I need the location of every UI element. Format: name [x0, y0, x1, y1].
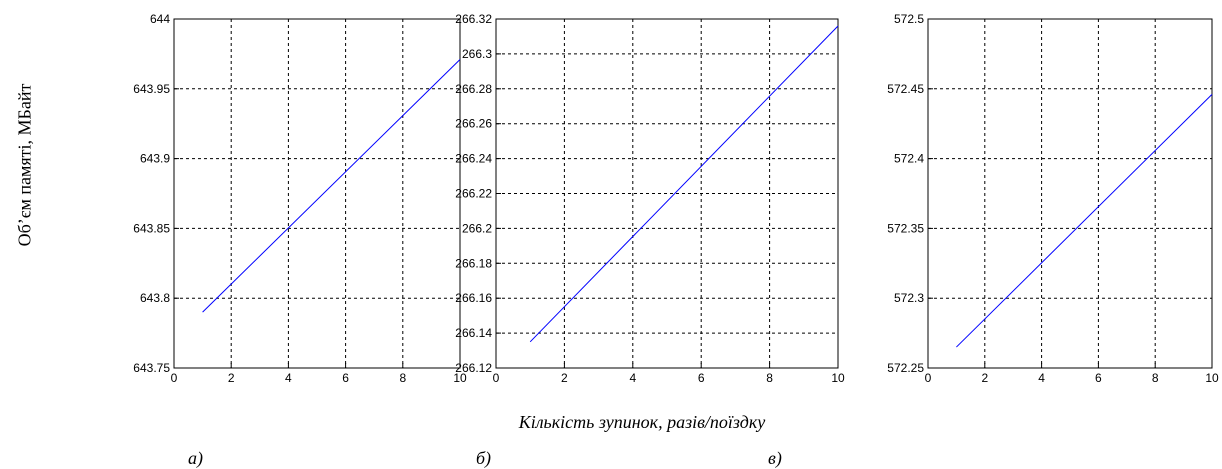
panel-1-ytick-label: 643.8 [140, 291, 170, 305]
panel-2-xtick-label: 8 [766, 371, 773, 385]
panel-1-xtick-label: 8 [399, 371, 406, 385]
panel-3-ytick-label: 572.25 [887, 361, 924, 375]
panel-1-xtick-label: 6 [342, 371, 349, 385]
panel-3-frame [927, 18, 1213, 369]
panel-1-xtick-label: 0 [171, 371, 178, 385]
panel-2-xtick-label: 0 [493, 371, 500, 385]
panel-2-ytick-label: 266.12 [455, 361, 492, 375]
panel-3-ytick-label: 572.5 [894, 12, 924, 26]
panel-2-ytick-label: 266.16 [455, 291, 492, 305]
panel-2-ytick-label: 266.18 [455, 256, 492, 270]
panel-3-series-line [956, 94, 1213, 348]
panel-3-xtick-label: 2 [981, 371, 988, 385]
panel-2-ytick-label: 266.14 [455, 326, 492, 340]
panel-3-xtick-label: 8 [1152, 371, 1159, 385]
panel-3-ytick-label: 572.4 [894, 152, 924, 166]
panel-3-xtick-label: 10 [1205, 371, 1219, 385]
panel-label-b: б) [476, 448, 492, 468]
panel-3-xtick-label: 0 [925, 371, 932, 385]
panel-1-xtick-label: 10 [453, 371, 467, 385]
panel-3-ytick-label: 572.3 [894, 291, 924, 305]
panel-1-ytick-label: 643.75 [133, 361, 170, 375]
panel-2-ytick-label: 266.28 [455, 82, 492, 96]
panel-2-ytick-label: 266.24 [455, 152, 492, 166]
panel-3-xtick-label: 4 [1038, 371, 1045, 385]
panel-2-frame [495, 18, 839, 369]
panel-2-ytick-label: 266.22 [455, 187, 492, 201]
panel-2-xtick-label: 6 [698, 371, 705, 385]
panel-label-c: в) [768, 448, 782, 468]
panel-2-xtick-label: 4 [629, 371, 636, 385]
panel-2-ytick-label: 266.3 [462, 47, 492, 61]
panel-1-ytick-label: 643.95 [133, 82, 170, 96]
panel-1-ytick-label: 643.9 [140, 152, 170, 166]
panel-1-xtick-label: 2 [228, 371, 235, 385]
y-axis-label: Об’єм памяті, МБайт [14, 83, 35, 247]
panel-1-ytick-label: 644 [150, 12, 170, 26]
x-axis-label: Кількість зупинок, разів/поїздку [518, 412, 766, 432]
panel-label-a: а) [188, 448, 203, 468]
panel-1-frame [173, 18, 461, 369]
panel-2-ytick-label: 266.2 [462, 221, 492, 235]
panel-2-ytick-label: 266.26 [455, 117, 492, 131]
panel-1-ytick-label: 643.85 [133, 221, 170, 235]
panel-2-ytick-label: 266.32 [455, 12, 492, 26]
panel-3-xtick-label: 6 [1095, 371, 1102, 385]
panel-2-xtick-label: 10 [831, 371, 845, 385]
panel-3-ytick-label: 572.35 [887, 221, 924, 235]
panel-1-series-line [202, 59, 461, 313]
panel-1-xtick-label: 4 [285, 371, 292, 385]
panel-2-xtick-label: 2 [561, 371, 568, 385]
panel-2-series-line [529, 25, 839, 343]
panel-3-ytick-label: 572.45 [887, 82, 924, 96]
